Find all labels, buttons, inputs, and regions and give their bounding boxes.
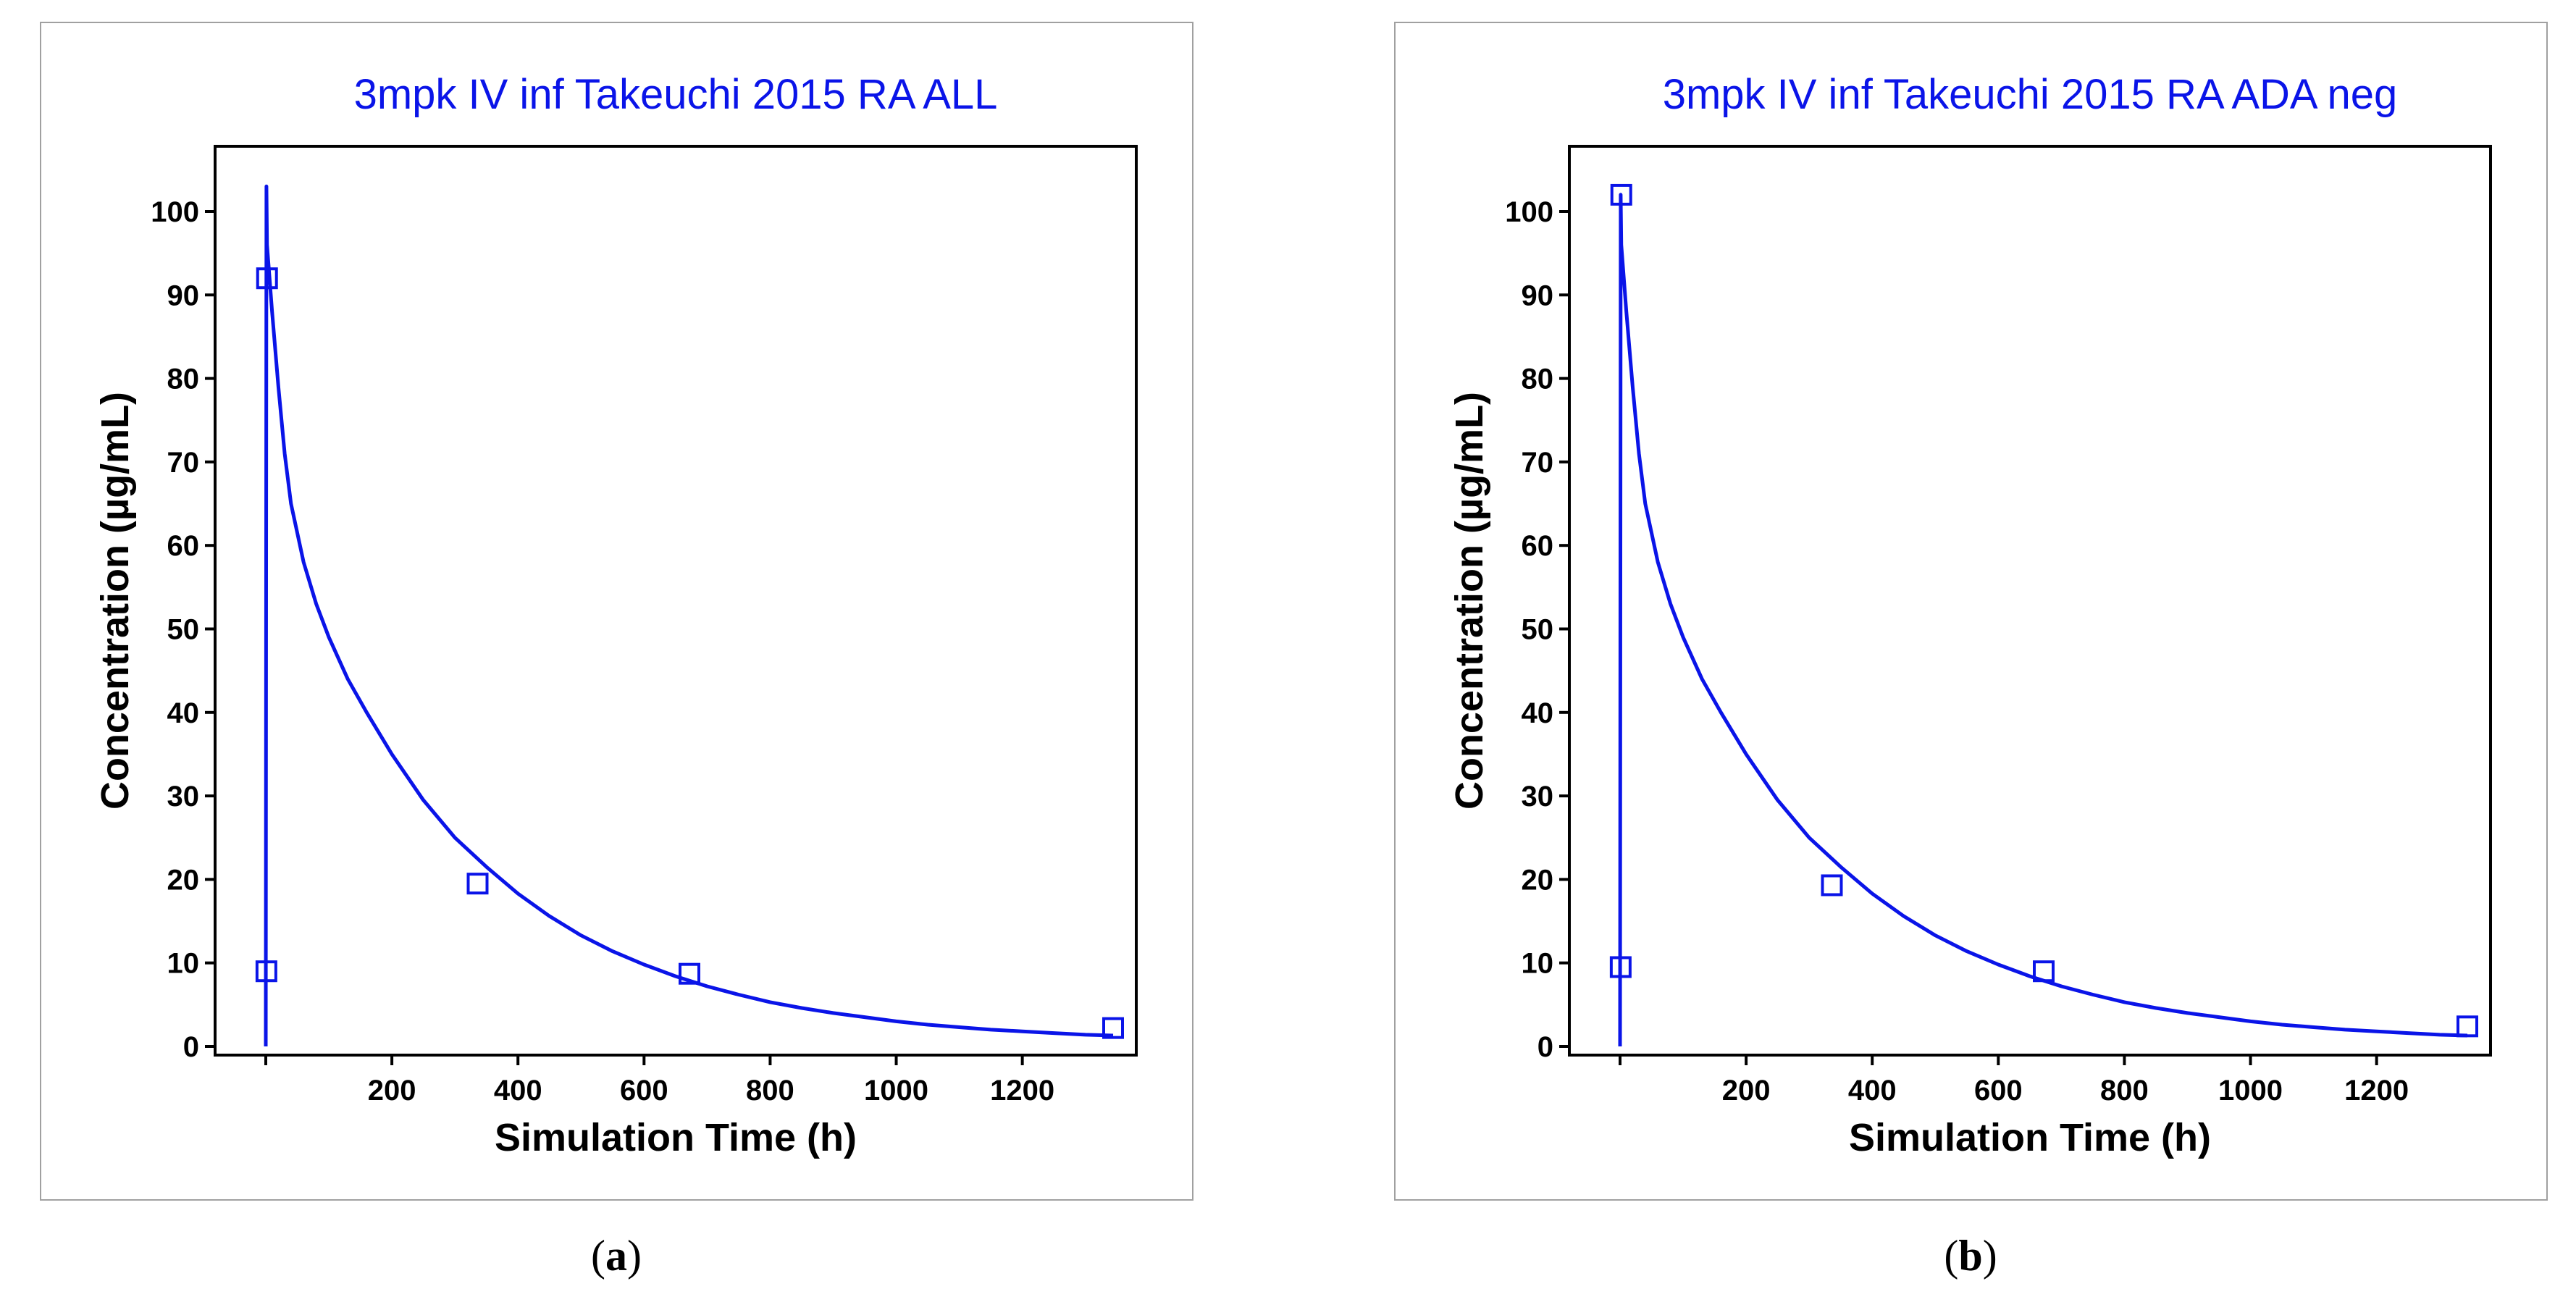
chart-title: 3mpk IV inf Takeuchi 2015 RA ADA neg: [1663, 71, 2398, 118]
chart-panel-b: 3mpk IV inf Takeuchi 2015 RA ADA neg 0 10 2…: [1394, 22, 2548, 1201]
y-axis-label: Concentration (µg/mL): [1448, 392, 1491, 810]
observed-point: [1821, 874, 1843, 897]
y-tick-label: 20: [1522, 864, 1554, 896]
x-tick-label: 200: [368, 1075, 416, 1107]
x-tick-label: 400: [494, 1075, 542, 1107]
chart-b: 3mpk IV inf Takeuchi 2015 RA ADA neg 0 10 2…: [1448, 71, 2492, 1159]
y-tick-label: 80: [1522, 364, 1554, 395]
y-tick-label: 60: [1522, 530, 1554, 562]
y-axis-label: Concentration (µg/mL): [93, 392, 137, 810]
y-tick-label: 70: [1522, 447, 1554, 479]
simulated-line: [264, 184, 1114, 1047]
x-tick-label: 200: [1722, 1075, 1771, 1107]
y-tick-label: 0: [183, 1031, 199, 1063]
observed-point: [1609, 956, 1632, 978]
y-tick-label: 90: [167, 280, 200, 311]
observed-point: [679, 962, 700, 985]
y-tick-label: 90: [1522, 280, 1554, 311]
y-tick-label: 60: [167, 530, 200, 562]
x-tick-label: 1200: [990, 1075, 1054, 1107]
y-tick-label: 50: [1522, 614, 1554, 646]
observed-point: [2457, 1015, 2478, 1038]
panel-caption-b: (b): [1944, 1232, 1997, 1280]
x-tick-label: 400: [1848, 1075, 1897, 1107]
x-tick-label: 1000: [2218, 1075, 2283, 1107]
observed-point: [255, 960, 277, 983]
x-tick-label: 1200: [2344, 1075, 2409, 1107]
observed-point: [1610, 183, 1632, 206]
y-tick-label: 40: [1522, 697, 1554, 729]
observed-point: [256, 267, 278, 290]
observed-point: [466, 873, 489, 895]
plot-frame: [214, 145, 1138, 1057]
x-axis-label: Simulation Time (h): [1849, 1116, 2211, 1159]
y-tick-label: 50: [167, 614, 200, 646]
x-tick-label: 1000: [864, 1075, 928, 1107]
chart-title: 3mpk IV inf Takeuchi 2015 RA ALL: [354, 71, 998, 118]
x-tick-label: 800: [2100, 1075, 2149, 1107]
x-axis-label: Simulation Time (h): [495, 1116, 857, 1159]
y-tick-label: 40: [167, 697, 200, 729]
plot-frame: [1568, 145, 2492, 1057]
x-tick-label: 600: [1974, 1075, 2023, 1107]
y-tick-label: 100: [1505, 196, 1553, 228]
simulated-line: [1618, 193, 2468, 1047]
y-tick-label: 80: [167, 364, 200, 395]
y-tick-label: 0: [1537, 1031, 1553, 1063]
panel-caption-a: (a): [591, 1232, 642, 1280]
x-tick-label: 600: [620, 1075, 668, 1107]
y-tick-label: 30: [167, 781, 200, 813]
y-tick-label: 70: [167, 447, 200, 479]
chart-panel-a: 3mpk IV inf Takeuchi 2015 RA ALL 0 10 20 30 4…: [40, 22, 1193, 1201]
y-tick-label: 10: [167, 948, 200, 980]
observed-point: [2033, 960, 2055, 983]
chart-a: 3mpk IV inf Takeuchi 2015 RA ALL 0 10 20 30 4…: [93, 71, 1138, 1159]
observed-point: [1102, 1017, 1124, 1039]
y-tick-label: 30: [1522, 781, 1554, 813]
y-tick-label: 100: [151, 196, 199, 228]
y-tick-label: 20: [167, 864, 200, 896]
y-tick-label: 10: [1522, 948, 1554, 980]
x-tick-label: 800: [746, 1075, 794, 1107]
